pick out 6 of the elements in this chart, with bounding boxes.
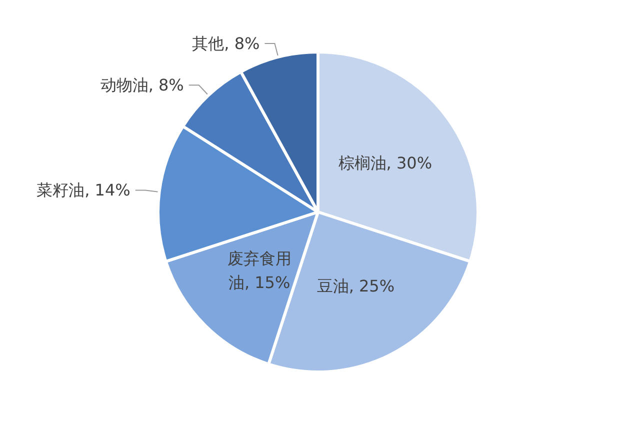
slice-label: 豆油, 25% bbox=[316, 276, 395, 296]
slice-label: 动物油, 8% bbox=[100, 76, 184, 95]
slice-label: 棕榈油, 30% bbox=[338, 154, 432, 173]
slice-label: 废弃食用油, 15% bbox=[227, 249, 292, 292]
slice-label: 其他, 8% bbox=[192, 34, 260, 53]
slice-label: 菜籽油, 14% bbox=[36, 180, 130, 200]
